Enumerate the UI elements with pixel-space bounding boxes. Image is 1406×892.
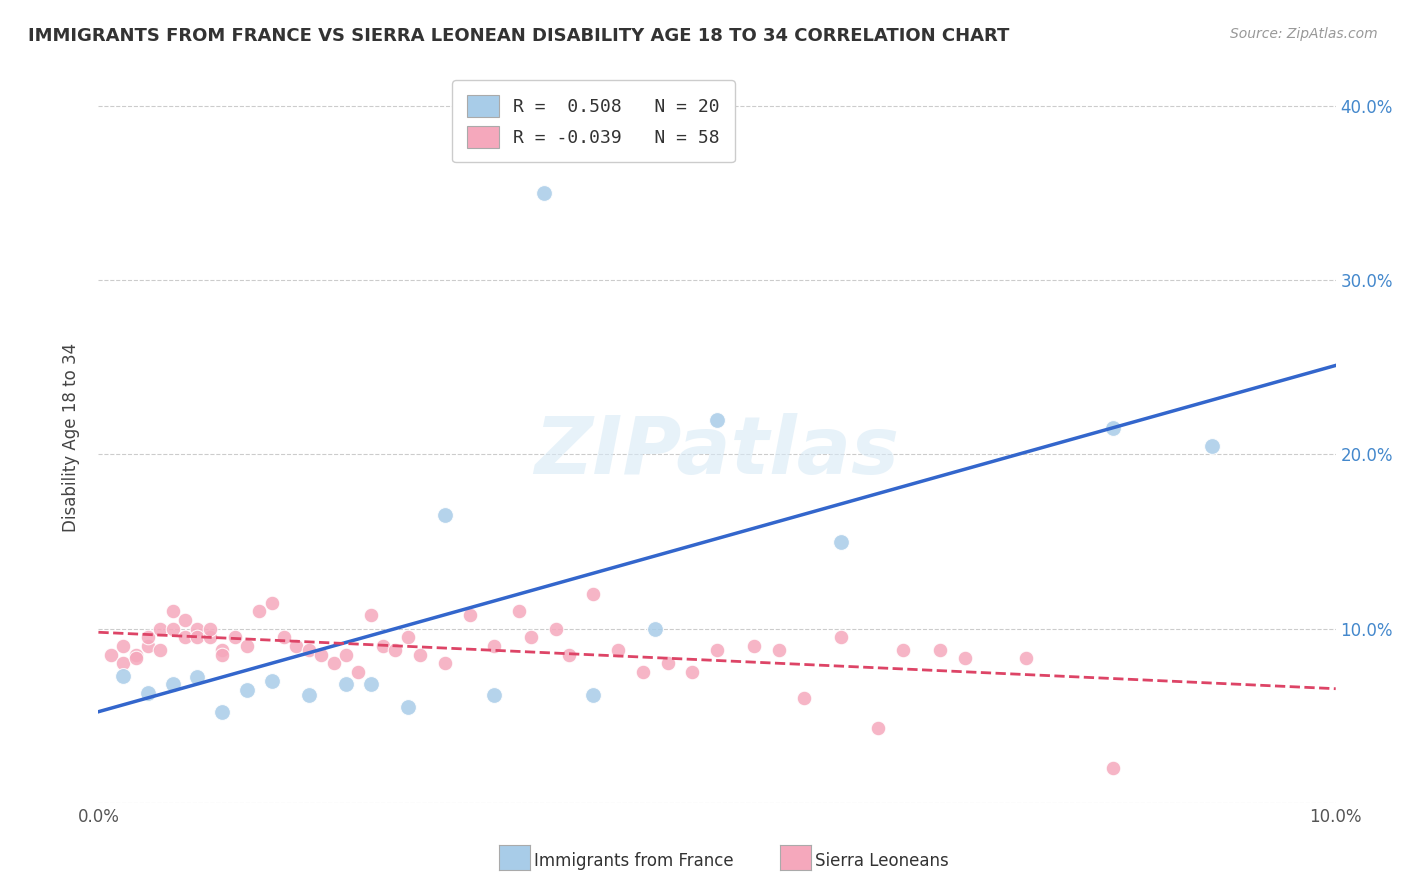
Point <box>557 648 579 662</box>
Point <box>322 657 344 671</box>
Point <box>162 604 184 618</box>
Point <box>335 648 357 662</box>
Point <box>742 639 765 653</box>
Point <box>112 639 135 653</box>
Point <box>100 648 122 662</box>
Point <box>347 665 370 680</box>
Point <box>198 631 221 645</box>
Y-axis label: Disability Age 18 to 34: Disability Age 18 to 34 <box>62 343 80 532</box>
Point <box>198 622 221 636</box>
Point <box>433 508 456 523</box>
Point <box>520 631 543 645</box>
Point <box>360 607 382 622</box>
Point <box>546 622 568 636</box>
Point <box>174 613 197 627</box>
Point <box>112 657 135 671</box>
Point <box>298 642 321 657</box>
Text: IMMIGRANTS FROM FRANCE VS SIERRA LEONEAN DISABILITY AGE 18 TO 34 CORRELATION CHA: IMMIGRANTS FROM FRANCE VS SIERRA LEONEAN… <box>28 27 1010 45</box>
Point <box>260 595 283 609</box>
Point <box>582 688 605 702</box>
Point <box>211 705 233 719</box>
Point <box>681 665 703 680</box>
Point <box>953 651 976 665</box>
Point <box>928 642 950 657</box>
Point <box>211 648 233 662</box>
Text: ZIPatlas: ZIPatlas <box>534 413 900 491</box>
Point <box>224 631 246 645</box>
Point <box>136 639 159 653</box>
Point <box>458 607 481 622</box>
Point <box>644 622 666 636</box>
Point <box>706 642 728 657</box>
Point <box>484 688 506 702</box>
Point <box>866 721 889 735</box>
Point <box>396 700 419 714</box>
Point <box>236 639 259 653</box>
Point <box>260 673 283 688</box>
Point <box>136 631 159 645</box>
Point <box>1015 651 1038 665</box>
Point <box>136 686 159 700</box>
Point <box>360 677 382 691</box>
Point <box>384 642 406 657</box>
Point <box>409 648 432 662</box>
Point <box>396 631 419 645</box>
Legend: R =  0.508   N = 20, R = -0.039   N = 58: R = 0.508 N = 20, R = -0.039 N = 58 <box>453 80 734 162</box>
Point <box>508 604 530 618</box>
Point <box>247 604 270 618</box>
Point <box>631 665 654 680</box>
Text: Immigrants from France: Immigrants from France <box>534 852 734 870</box>
Point <box>891 642 914 657</box>
Point <box>174 631 197 645</box>
Point <box>124 648 146 662</box>
Point <box>186 670 208 684</box>
Point <box>236 682 259 697</box>
Point <box>186 631 208 645</box>
Point <box>830 534 852 549</box>
Point <box>309 648 332 662</box>
Point <box>582 587 605 601</box>
Point <box>371 639 394 653</box>
Point <box>1102 761 1125 775</box>
Point <box>706 412 728 426</box>
Point <box>830 631 852 645</box>
Point <box>162 622 184 636</box>
Point <box>149 622 172 636</box>
Point <box>793 691 815 706</box>
Point <box>149 642 172 657</box>
Point <box>768 642 790 657</box>
Point <box>273 631 295 645</box>
Point <box>1102 421 1125 435</box>
Text: Source: ZipAtlas.com: Source: ZipAtlas.com <box>1230 27 1378 41</box>
Point <box>484 639 506 653</box>
Text: Sierra Leoneans: Sierra Leoneans <box>815 852 949 870</box>
Point <box>124 651 146 665</box>
Point <box>657 657 679 671</box>
Point <box>298 688 321 702</box>
Point <box>162 677 184 691</box>
Point <box>112 668 135 682</box>
Point <box>335 677 357 691</box>
Point <box>186 622 208 636</box>
Point <box>533 186 555 201</box>
Point <box>433 657 456 671</box>
Point <box>285 639 308 653</box>
Point <box>607 642 630 657</box>
Point <box>211 642 233 657</box>
Point <box>1201 439 1223 453</box>
